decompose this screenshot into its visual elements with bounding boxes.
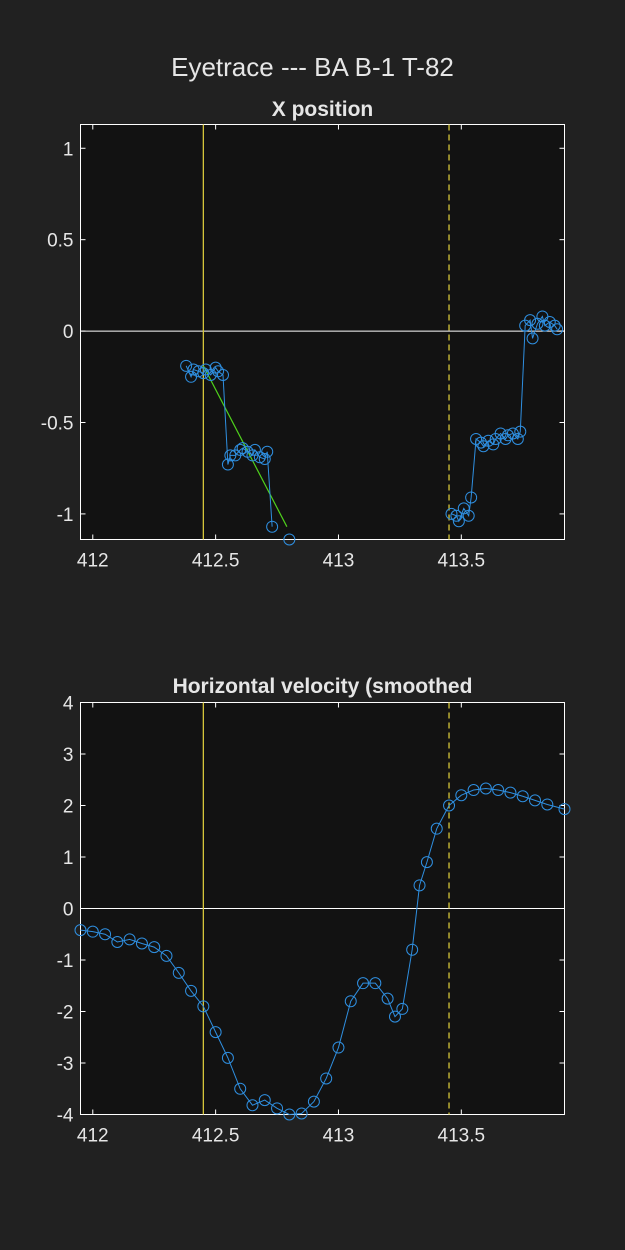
data-point	[197, 1000, 210, 1013]
x-tick-label: 413	[323, 1126, 355, 1147]
data-point	[216, 368, 229, 381]
y-tick-label: 0	[63, 322, 74, 343]
data-point	[526, 332, 539, 345]
data-point	[246, 1099, 259, 1112]
data-point	[209, 361, 222, 374]
x-position-axes: X position 412 412.5 413 413.5 1 0.5 0 -0.5 -1	[41, 98, 565, 572]
fit-line	[202, 365, 288, 527]
y-tick-label: -1	[57, 951, 74, 972]
data-point	[197, 367, 210, 380]
data-point	[180, 359, 193, 372]
data-point	[474, 436, 487, 449]
horizontal-velocity-axes: Horizontal velocity (smoothed 412 412.5 41…	[57, 675, 571, 1147]
y-tick-label: -3	[57, 1054, 74, 1075]
data-point	[558, 803, 571, 816]
data-point	[99, 928, 112, 941]
y-tick-label: -4	[57, 1106, 74, 1127]
y-tick-label: 0	[63, 900, 74, 921]
data-point	[135, 937, 148, 950]
data-point	[261, 445, 274, 458]
data-point	[86, 925, 99, 938]
x-tick-label: 413	[323, 551, 355, 572]
data-point	[258, 1094, 271, 1107]
y-tick-label: 1	[63, 139, 74, 160]
x-tick-label: 412	[77, 1126, 109, 1147]
data-point	[357, 977, 370, 990]
data-point	[192, 365, 205, 378]
y-tick-label: 0.5	[47, 231, 73, 252]
x-tick-label: 412	[77, 551, 109, 572]
data-point	[320, 1072, 333, 1085]
data-point	[551, 323, 564, 336]
data-point	[283, 1108, 296, 1121]
data-point	[123, 933, 136, 946]
data-point	[465, 491, 478, 504]
data-point	[307, 1095, 320, 1108]
data-point	[455, 789, 468, 802]
data-point	[111, 935, 124, 948]
data-point	[462, 509, 475, 522]
plot-area	[80, 124, 565, 540]
data-point	[452, 515, 465, 528]
data-point	[396, 1002, 409, 1015]
data-point	[541, 798, 554, 811]
data-point	[283, 533, 296, 546]
x-tick-label: 413.5	[438, 551, 486, 572]
data-point	[524, 314, 537, 327]
data-point	[516, 790, 529, 803]
y-tick-label: 4	[63, 694, 74, 715]
x-tick-label: 412.5	[192, 551, 240, 572]
y-tick-label: 3	[63, 745, 74, 766]
data-point	[511, 432, 524, 445]
data-point	[246, 449, 259, 462]
data-point	[388, 1010, 401, 1023]
data-point	[295, 1107, 308, 1120]
data-point	[221, 458, 234, 471]
data-point	[529, 794, 542, 807]
data-point	[548, 319, 561, 332]
y-tick-label: 1	[63, 848, 74, 869]
data-point	[234, 443, 247, 456]
y-tick-label: -2	[57, 1003, 74, 1024]
x-tick-label: 413.5	[438, 1126, 486, 1147]
y-tick-label: 2	[63, 797, 74, 818]
axes-title: X position	[272, 98, 374, 121]
data-point	[209, 1026, 222, 1039]
data-point	[450, 509, 463, 522]
data-point	[332, 1041, 345, 1054]
data-point	[381, 992, 394, 1005]
series-line	[80, 788, 565, 1116]
data-point	[224, 449, 237, 462]
data-point	[479, 782, 492, 795]
data-point	[514, 425, 527, 438]
data-point	[369, 977, 382, 990]
data-point	[487, 438, 500, 451]
data-point	[344, 995, 357, 1008]
data-point	[148, 941, 161, 954]
data-point	[271, 1102, 284, 1115]
data-point	[74, 924, 87, 937]
data-point	[266, 520, 279, 533]
data-point	[185, 984, 198, 997]
x-tick-label: 412.5	[192, 1126, 240, 1147]
data-point	[258, 453, 271, 466]
y-tick-label: -0.5	[41, 413, 74, 434]
data-point	[443, 799, 456, 812]
data-point	[420, 856, 433, 869]
data-point	[172, 966, 185, 979]
data-point	[445, 507, 458, 520]
data-point	[234, 1082, 247, 1095]
data-point	[504, 786, 517, 799]
axes-title: Horizontal velocity (smoothed	[173, 675, 473, 698]
y-tick-label: -1	[57, 505, 74, 526]
data-point	[467, 784, 480, 797]
data-point	[221, 1051, 234, 1064]
data-point	[430, 822, 443, 835]
figure-title: Eyetrace --- BA B-1 T-82	[171, 52, 454, 82]
data-point	[406, 943, 419, 956]
data-point	[160, 949, 173, 962]
data-point	[492, 784, 505, 797]
data-point	[413, 879, 426, 892]
